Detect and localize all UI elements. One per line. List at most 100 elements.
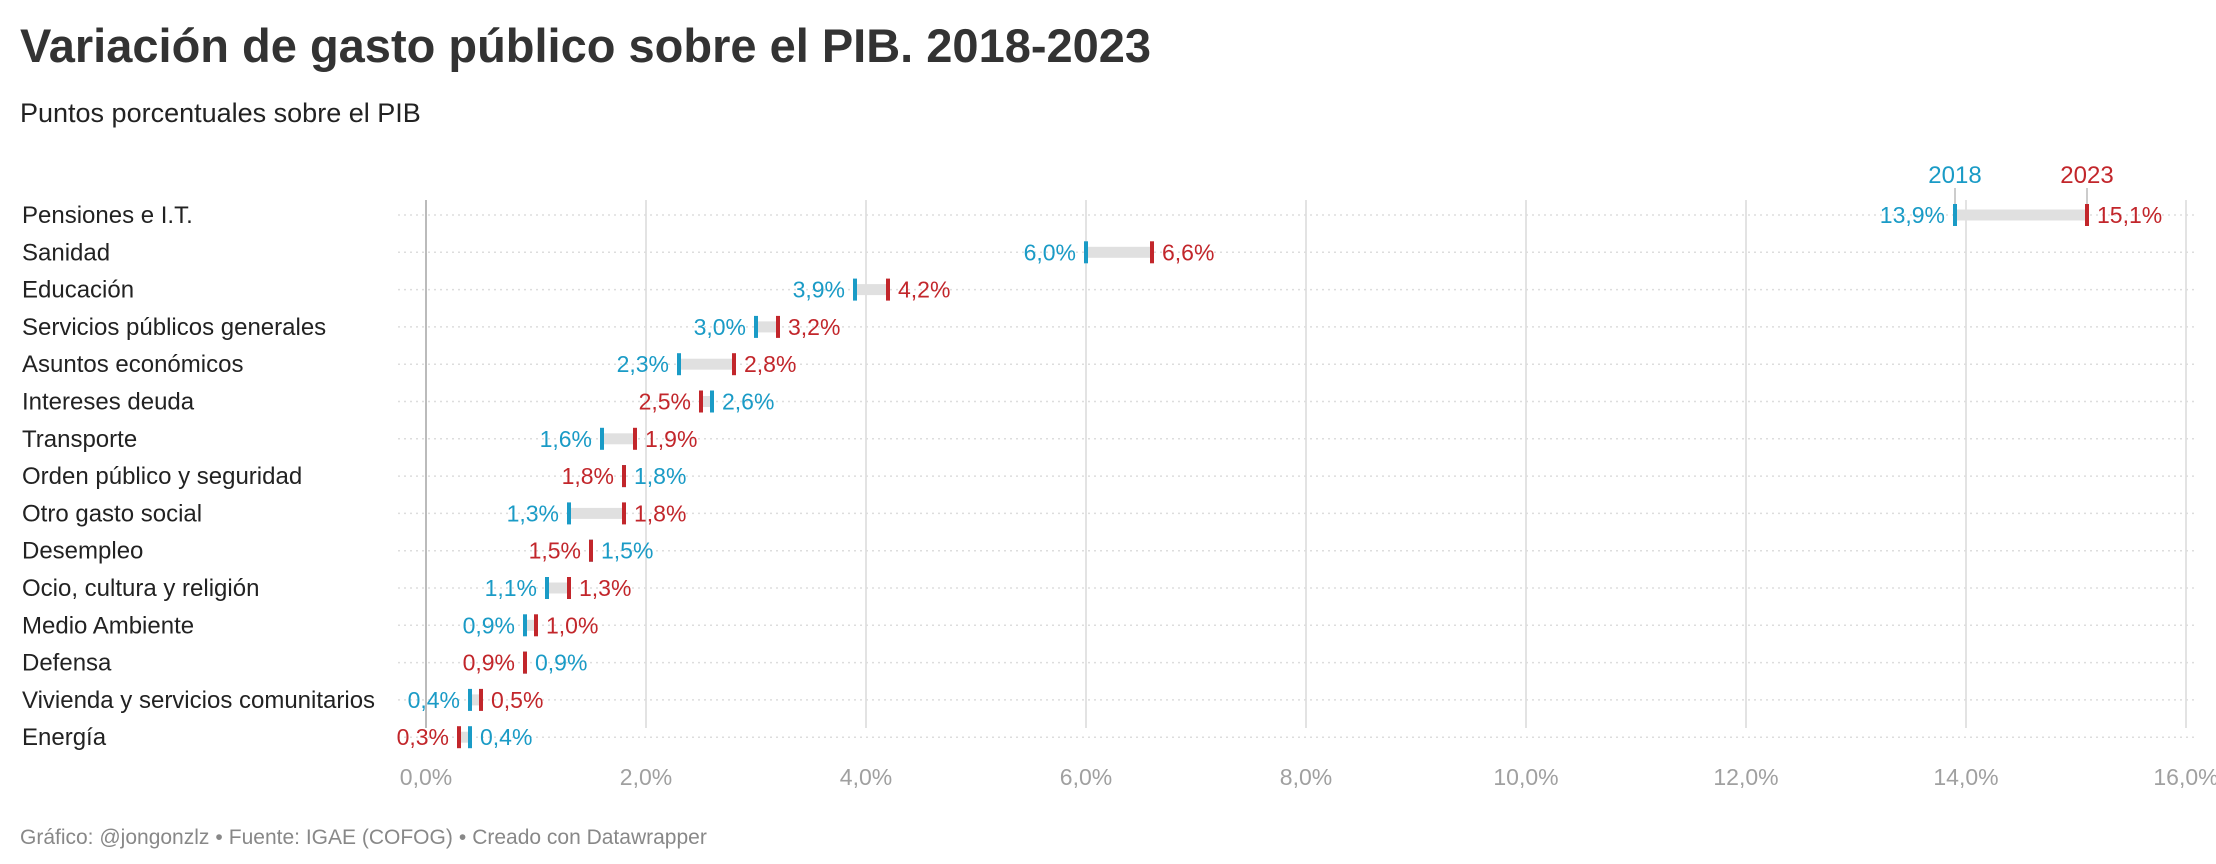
x-tick-label: 16,0%	[2153, 764, 2216, 790]
value-label: 6,0%	[1024, 239, 1076, 265]
value-label: 1,8%	[634, 500, 686, 526]
range-bar	[602, 433, 635, 445]
value-label: 2,8%	[744, 351, 796, 377]
value-label: 3,9%	[793, 277, 845, 303]
x-tick-label: 8,0%	[1280, 764, 1332, 790]
value-label: 1,9%	[645, 426, 697, 452]
value-label: 0,4%	[408, 687, 460, 713]
marker-2018	[545, 577, 549, 599]
range-bar	[701, 396, 712, 407]
x-tick-label: 12,0%	[1713, 764, 1778, 790]
marker-2018	[523, 614, 527, 637]
category-label: Desempleo	[22, 538, 143, 565]
category-label: Asuntos económicos	[22, 351, 243, 378]
footer-source: Fuente: IGAE (COFOG)	[228, 826, 453, 849]
marker-2023	[732, 353, 736, 376]
value-label: 1,5%	[601, 538, 653, 564]
marker-2018	[1084, 241, 1088, 264]
category-label: Sanidad	[22, 239, 110, 266]
marker-2023	[2085, 204, 2089, 226]
marker-2023	[622, 502, 626, 525]
value-label: 1,5%	[529, 538, 581, 564]
x-tick-label: 2,0%	[620, 764, 672, 790]
marker-2023	[622, 465, 626, 488]
marker-2023	[699, 390, 703, 413]
category-label: Defensa	[22, 650, 112, 677]
value-label: 3,0%	[694, 314, 746, 340]
x-tick-label: 14,0%	[1933, 764, 1998, 790]
value-label: 0,3%	[397, 724, 449, 750]
marker-2023	[534, 614, 538, 637]
footer-separator: •	[215, 826, 223, 849]
range-bar	[459, 731, 470, 743]
value-label: 1,8%	[634, 463, 686, 489]
x-tick-label: 0,0%	[400, 764, 452, 790]
legend-label: 2018	[1928, 162, 1981, 189]
category-label: Orden público y seguridad	[22, 463, 302, 490]
value-label: 1,0%	[546, 612, 598, 638]
value-label: 0,9%	[535, 650, 587, 676]
marker-2023	[776, 315, 780, 338]
range-chart: 0,0% 2,0% 4,0% 6,0% 8,0% 10,0% 12,0% 14,0% 16,0%…	[22, 162, 2216, 790]
value-label: 0,9%	[463, 650, 515, 676]
category-label: Intereses deuda	[22, 389, 195, 416]
category-label: Educación	[22, 277, 134, 304]
marker-2023	[589, 539, 593, 562]
value-label: 3,2%	[788, 314, 840, 340]
marker-2023	[523, 651, 527, 674]
range-bar	[1955, 209, 2087, 221]
range-bar	[547, 582, 569, 594]
value-label: 1,3%	[579, 575, 631, 601]
marker-2018	[853, 278, 857, 301]
category-label: Ocio, cultura y religión	[22, 575, 259, 602]
value-label: 1,1%	[485, 575, 537, 601]
marker-2023	[457, 726, 461, 749]
chart-title: Variación de gasto público sobre el PIB.…	[20, 19, 1152, 72]
category-label: Otro gasto social	[22, 500, 202, 527]
marker-2023	[1150, 241, 1154, 264]
chart-subtitle: Puntos porcentuales sobre el PIB	[20, 98, 421, 128]
range-bar	[569, 507, 624, 519]
value-label: 1,3%	[507, 500, 559, 526]
marker-2018	[1953, 204, 1957, 226]
value-label: 2,6%	[722, 389, 774, 415]
category-label: Vivienda y servicios comunitarios	[22, 687, 375, 714]
category-label: Medio Ambiente	[22, 612, 194, 639]
value-label: 4,2%	[898, 277, 950, 303]
value-label: 0,9%	[463, 612, 515, 638]
marker-2023	[886, 278, 890, 301]
category-label: Pensiones e I.T.	[22, 202, 193, 229]
x-tick-label: 10,0%	[1493, 764, 1558, 790]
marker-2018	[600, 427, 604, 450]
range-bar	[679, 358, 734, 370]
marker-2018	[468, 688, 472, 711]
marker-2023	[567, 577, 571, 599]
range-bar	[525, 619, 536, 631]
x-tick-label: 4,0%	[840, 764, 892, 790]
footer-credit[interactable]: Gráfico: @jongonzlz	[20, 826, 210, 849]
footer-separator: •	[458, 826, 467, 849]
legend-label: 2023	[2060, 162, 2113, 189]
marker-2018	[677, 353, 681, 376]
marker-2018	[754, 315, 758, 338]
value-label: 2,3%	[617, 351, 669, 377]
range-bar	[855, 284, 888, 296]
footer-tool[interactable]: Creado con Datawrapper	[472, 826, 707, 849]
range-bar	[470, 694, 481, 706]
value-label: 0,4%	[480, 724, 532, 750]
footer: Gráfico: @jongonzlz • Fuente: IGAE (COFOG)…	[20, 826, 707, 850]
x-tick-label: 6,0%	[1060, 764, 1112, 790]
value-label: 13,9%	[1880, 202, 1945, 228]
value-label: 1,8%	[562, 463, 614, 489]
marker-2023	[633, 427, 637, 450]
marker-2018	[567, 502, 571, 525]
marker-2018	[710, 390, 714, 413]
value-label: 0,5%	[491, 687, 543, 713]
value-label: 2,5%	[639, 389, 691, 415]
category-label: Energía	[22, 724, 107, 751]
marker-2023	[479, 688, 483, 711]
value-label: 1,6%	[540, 426, 592, 452]
value-label: 15,1%	[2097, 202, 2162, 228]
category-label: Servicios públicos generales	[22, 314, 326, 341]
range-bar	[1086, 246, 1152, 258]
